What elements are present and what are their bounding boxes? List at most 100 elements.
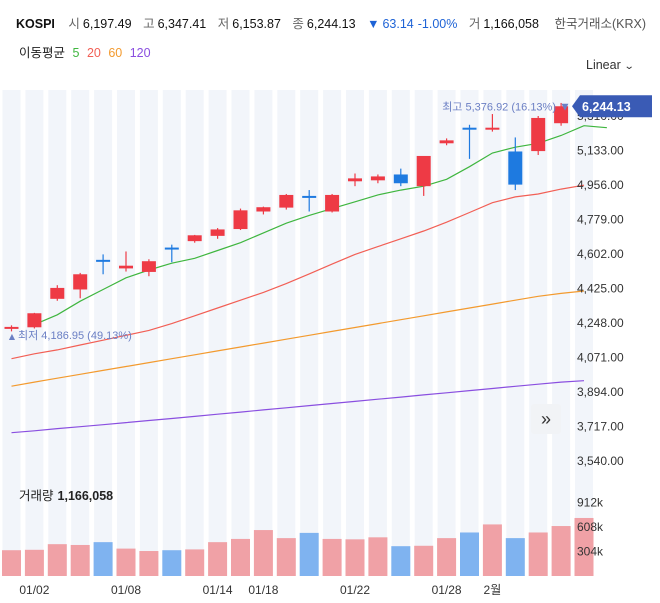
y-tick-label: 4,602.00	[577, 247, 624, 261]
volume-bar	[528, 532, 548, 576]
candle-body	[187, 235, 202, 242]
y-tick-label: 5,133.00	[577, 144, 624, 158]
candle-body	[554, 106, 569, 124]
volume-panel-title: 거래량 1,166,058	[19, 485, 113, 504]
volume-panel-label: 거래량	[19, 489, 54, 503]
last-price-tag	[572, 95, 652, 118]
ma-legend-5[interactable]: 5	[72, 46, 80, 60]
volume-tick-label: 304k	[577, 545, 604, 559]
ma-legend-title: 이동평균	[19, 46, 66, 60]
open-label: 시	[68, 17, 80, 31]
exchange-label: 한국거래소(KRX)	[554, 17, 646, 31]
volume-bar	[414, 545, 434, 576]
volume-value: 1,166,058	[483, 17, 539, 31]
volume-bar	[574, 517, 594, 576]
candle-body	[164, 247, 179, 250]
x-tick-label: 01/18	[248, 583, 278, 597]
low-value: 6,153.87	[232, 17, 281, 31]
grid-band	[575, 90, 593, 576]
candle-body	[348, 178, 362, 182]
ma-legend-60[interactable]: 60	[108, 46, 123, 60]
scale-label: Linear	[586, 58, 621, 72]
ma-line-20	[11, 184, 585, 360]
close-value: 6,244.13	[306, 17, 356, 31]
grid-band	[300, 90, 319, 576]
candle-body	[27, 313, 42, 328]
y-tick-label: 3,540.00	[577, 454, 624, 468]
scale-dropdown[interactable]: Linear ⌄	[586, 58, 635, 72]
candle-body	[393, 174, 408, 184]
volume-bar	[368, 537, 388, 576]
volume-bar	[505, 538, 525, 576]
x-tick-label: 01/08	[111, 583, 141, 597]
grid-band	[254, 90, 273, 576]
index-name: KOSPI	[16, 17, 55, 31]
ma-line-5	[34, 125, 607, 326]
ma-legend-120[interactable]: 120	[129, 46, 151, 60]
candle-body	[370, 176, 385, 181]
grid-band	[368, 90, 387, 576]
volume-label: 거	[468, 17, 481, 31]
change-value: 63.14	[382, 17, 414, 31]
grid-band	[94, 90, 113, 576]
grid-band	[139, 90, 158, 576]
ma-line-60	[11, 290, 585, 387]
volume-tick-label: 608k	[577, 520, 604, 534]
grid-band	[437, 90, 456, 576]
candle-body	[50, 287, 65, 299]
scroll-right-button[interactable]: »	[531, 404, 561, 434]
x-tick-label: 01/22	[340, 583, 370, 597]
grid-band	[185, 90, 204, 576]
volume-panel-value: 1,166,058	[57, 489, 114, 503]
volume-bar	[2, 550, 21, 576]
volume-bar	[322, 538, 342, 576]
volume-bar	[185, 549, 205, 576]
ma-legend-20[interactable]: 20	[86, 46, 101, 60]
y-tick-label: 3,894.00	[577, 385, 624, 399]
candle-body	[531, 117, 546, 152]
x-tick-label: 2월	[484, 583, 502, 597]
high-value: 6,347.41	[157, 17, 207, 31]
grid-band	[552, 90, 571, 576]
candle-body	[508, 151, 523, 185]
volume-bar	[345, 539, 365, 576]
volume-bar	[437, 538, 457, 576]
volume-tick-label: 912k	[577, 496, 604, 510]
grid-band	[162, 90, 181, 576]
candle-body	[416, 155, 431, 187]
grid-band	[48, 90, 67, 576]
grid-band	[346, 90, 364, 576]
volume-bar	[253, 530, 273, 576]
change-down-icon: ▼	[367, 17, 380, 31]
volume-bar	[551, 526, 571, 576]
chevron-down-icon: ⌄	[623, 61, 635, 72]
grid-band	[231, 90, 250, 576]
x-tick-label: 01/14	[203, 583, 233, 597]
ma-line-120	[11, 380, 585, 434]
grid-band	[483, 90, 502, 576]
candle-body	[439, 140, 454, 144]
grid-band	[25, 90, 44, 576]
x-tick-label: 01/02	[19, 583, 49, 597]
volume-bar	[208, 542, 228, 576]
high-marker-icon: ▼	[562, 102, 569, 112]
x-tick-label: 01/28	[432, 583, 462, 597]
y-tick-label: 4,071.00	[577, 351, 624, 365]
low-annotation: 최저 4,186.95 (49.13%)	[18, 329, 132, 342]
volume-bar	[391, 546, 411, 576]
low-label: 저	[217, 17, 230, 31]
grid-band	[506, 90, 525, 576]
candle-body	[233, 210, 248, 230]
candle-body	[485, 127, 500, 130]
open-value: 6,197.49	[82, 17, 132, 31]
high-annotation: 최고 5,376.92 (16.13%)	[442, 100, 556, 113]
volume-bar	[139, 551, 159, 576]
double-chevron-right-icon: »	[540, 408, 551, 429]
candle-body	[302, 195, 317, 198]
grid-band	[71, 90, 90, 576]
volume-bar	[116, 548, 136, 576]
moving-average-legend: 이동평균 5 20 60 120	[19, 42, 155, 61]
candle-body	[96, 259, 111, 262]
close-label: 종	[292, 17, 304, 31]
